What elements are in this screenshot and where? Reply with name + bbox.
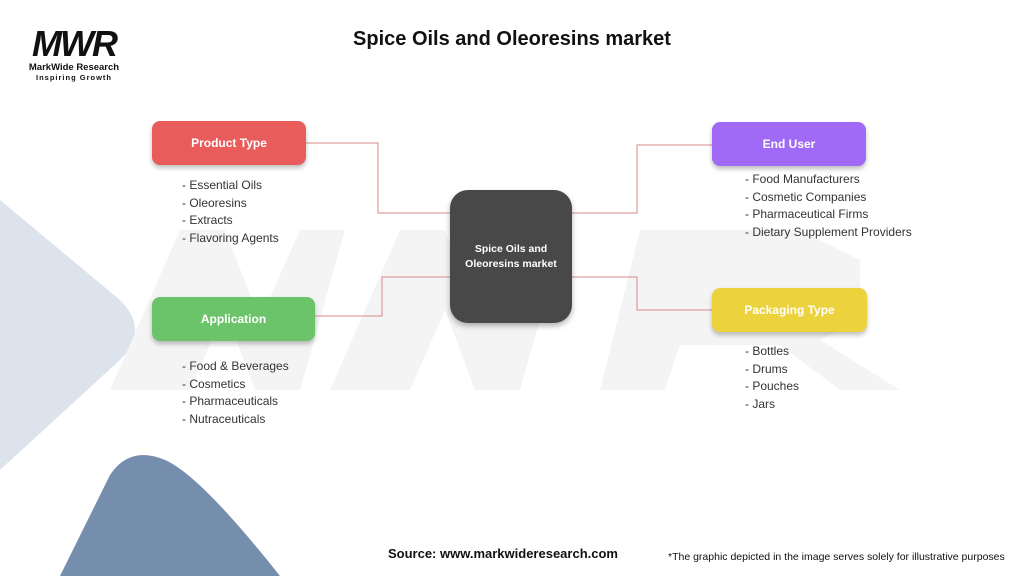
connector-product-type [306,142,450,214]
list-item: - Essential Oils [182,178,263,192]
connector-application [315,276,450,317]
packaging-type-box: Packaging Type [712,288,867,332]
end-user-list: - Food Manufacturers - Cosmetic Companie… [745,171,912,241]
connector-end-user [562,144,712,214]
disclaimer-text: *The graphic depicted in the image serve… [668,551,1005,563]
list-item: - Dietary Supplement Providers [745,224,912,239]
packaging-type-list: - Bottles - Drums - Pouches - Jars [745,343,799,413]
list-item: - Food & Beverages [182,359,289,373]
list-item: - Pharmaceuticals [182,394,279,408]
list-item: - Flavoring Agents [182,230,279,245]
list-item: - Jars [745,396,775,411]
list-item: - Cosmetic Companies [745,189,867,204]
logo-mark: MWR [32,23,118,64]
list-item: - Drums [745,361,788,376]
connector-packaging-type [562,276,712,311]
list-item: - Oleoresins [182,195,247,210]
connectors [306,142,712,317]
product-type-box: Product Type [152,121,306,165]
center-node: Spice Oils and Oleoresins market [450,190,572,323]
list-item: - Food Manufacturers [745,172,860,186]
list-item: - Pouches [745,379,800,393]
source-text: Source: www.markwideresearch.com [387,546,618,561]
list-item: - Pharmaceutical Firms [745,207,869,221]
list-item: - Nutraceuticals [182,411,266,426]
list-item: - Extracts [182,213,233,227]
application-box: Application [152,297,315,341]
page-title: Spice Oils and Oleoresins market [353,28,671,50]
logo-name: MarkWide Research [28,62,120,73]
end-user-box: End User [712,122,866,166]
logo: MWR MarkWide Research Inspiring Growth [22,23,126,83]
application-list: - Food & Beverages - Cosmetics - Pharmac… [182,358,289,428]
product-type-list: - Essential Oils - Oleoresins - Extracts… [182,177,279,247]
list-item: - Cosmetics [182,376,246,391]
logo-tagline: Inspiring Growth [36,73,112,82]
list-item: - Bottles [745,344,790,358]
